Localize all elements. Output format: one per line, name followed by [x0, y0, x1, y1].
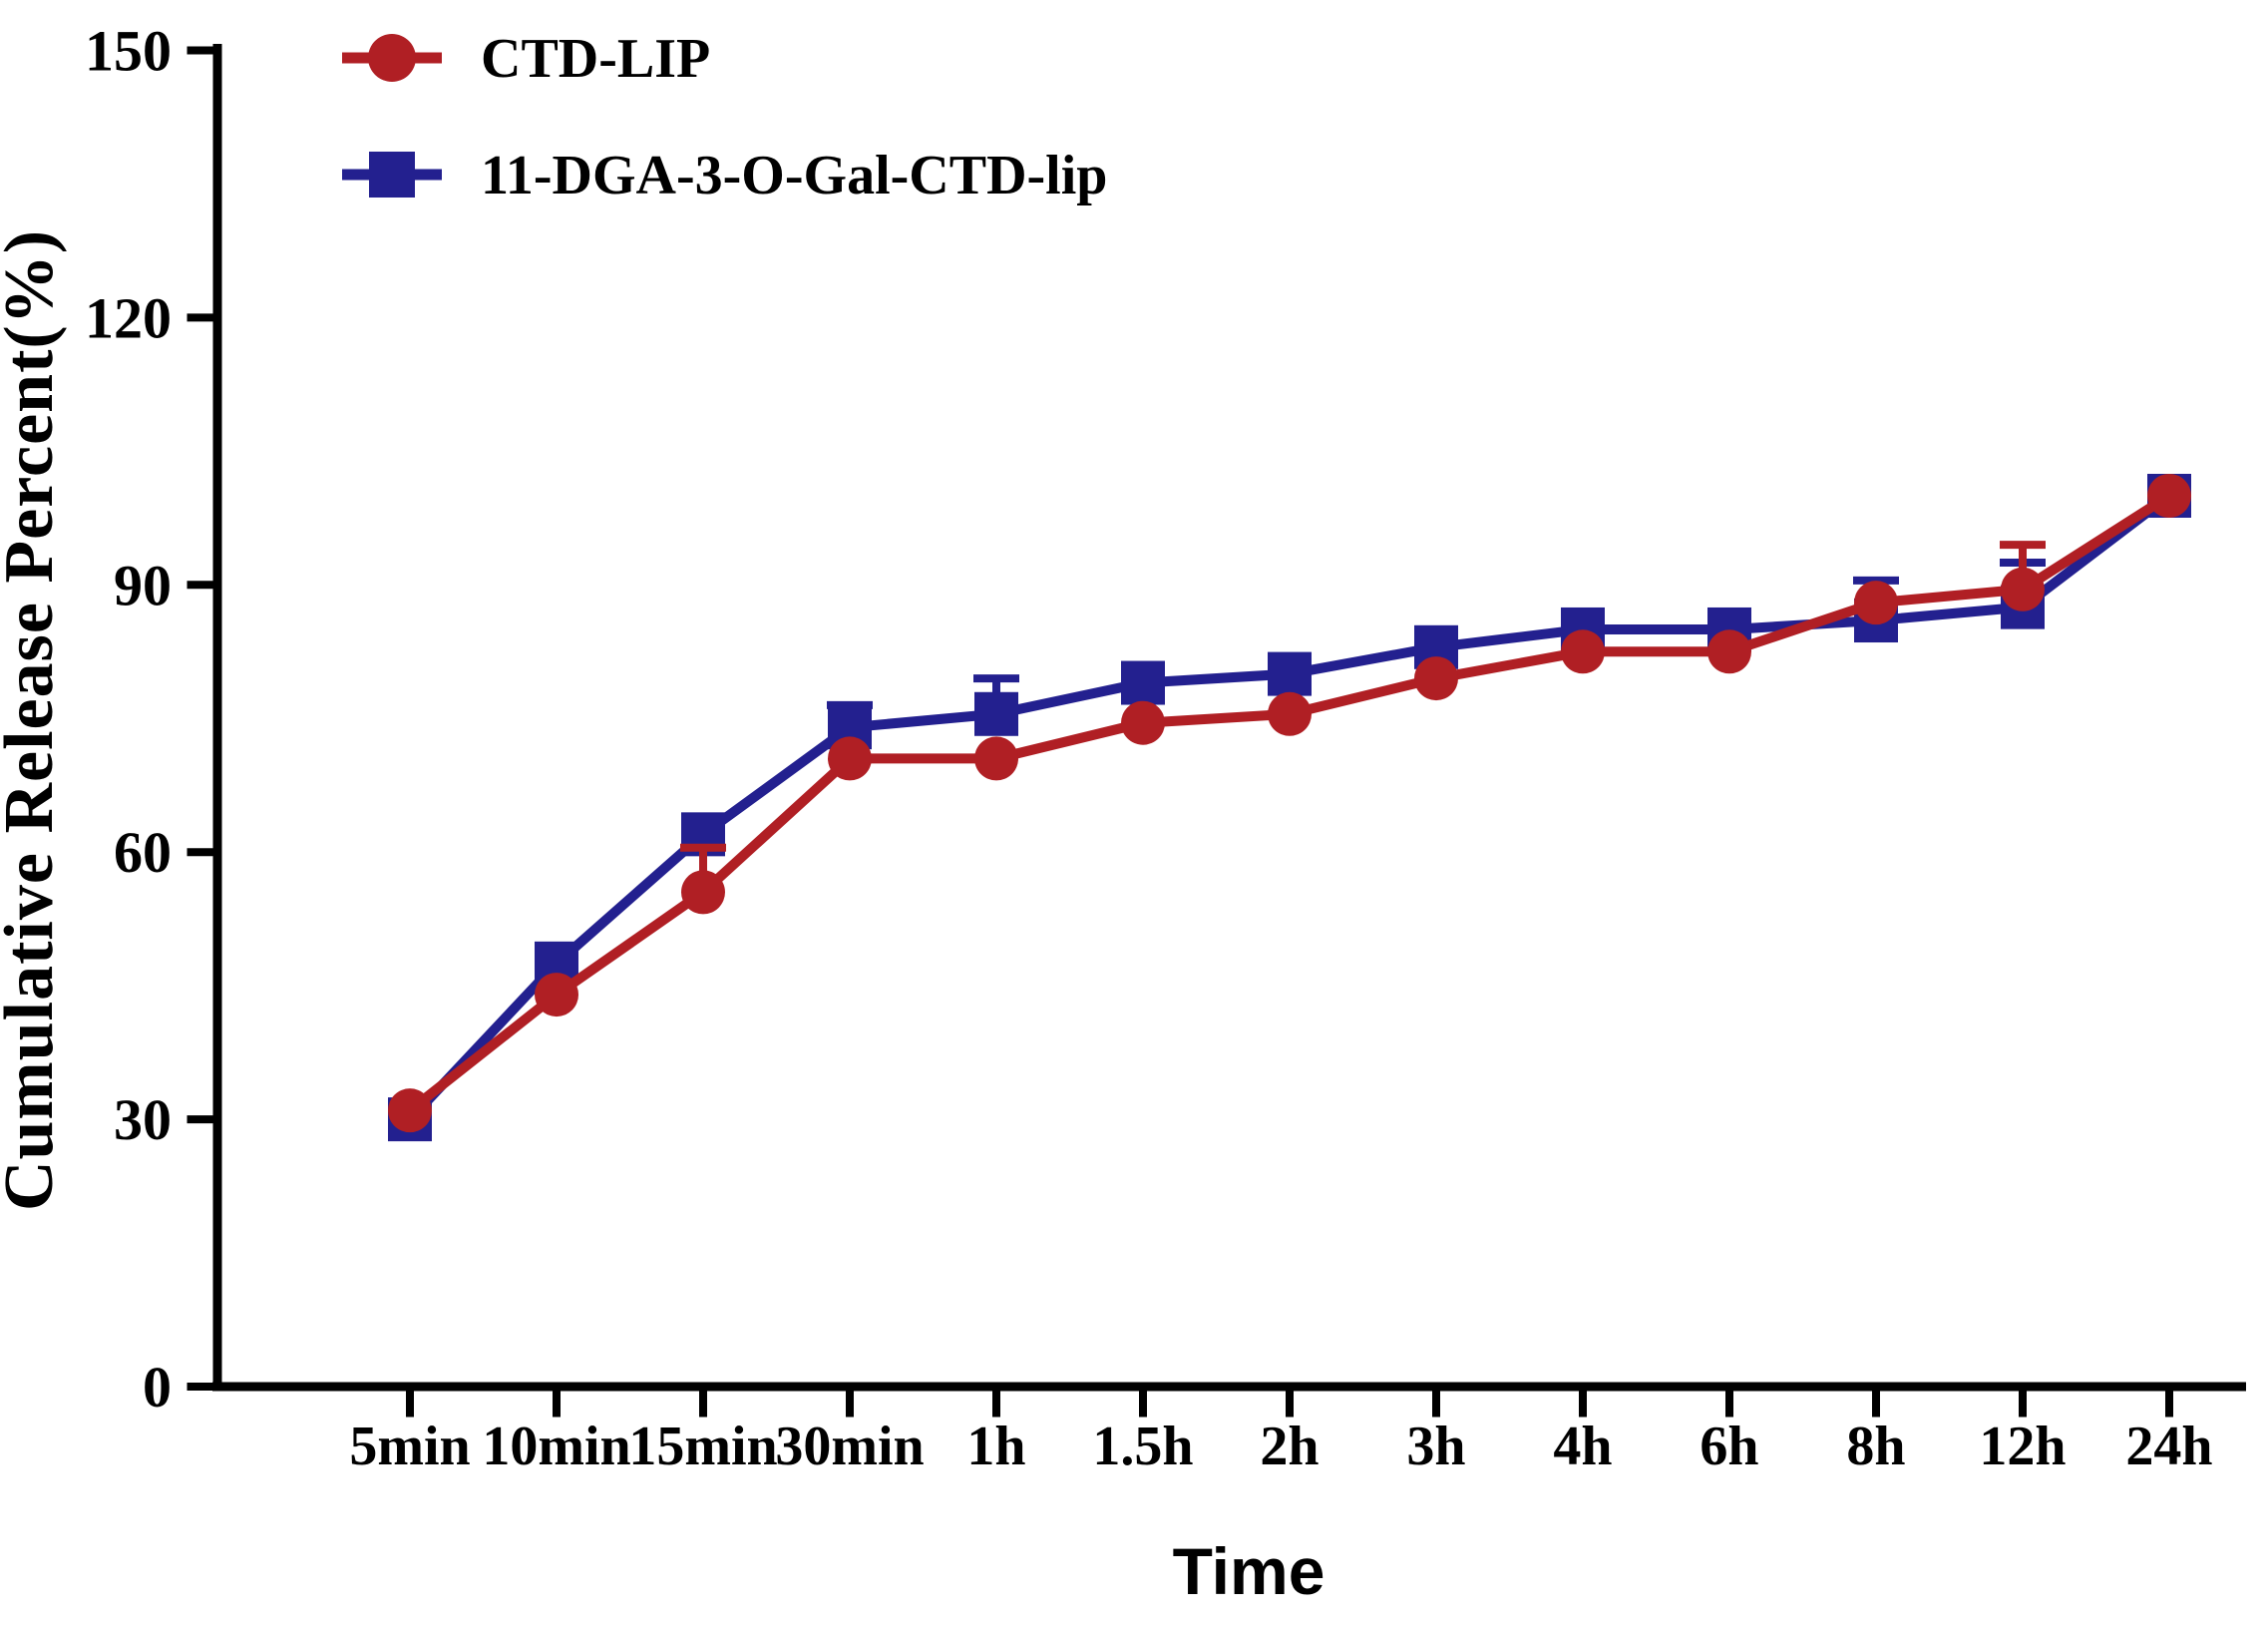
x-tick-label: 8h	[1846, 1416, 1905, 1477]
x-tick-label: 30min	[775, 1416, 924, 1477]
data-point-11-dga-3-o-gal-ctd-lip-1-5h	[1121, 660, 1165, 705]
y-tick-label: 60	[114, 820, 172, 885]
x-tick-label: 12h	[1979, 1416, 2066, 1477]
data-point-ctd-lip-12h	[2001, 567, 2045, 611]
y-tick-label: 30	[114, 1087, 172, 1152]
data-point-11-dga-3-o-gal-ctd-lip-2h	[1268, 651, 1312, 696]
legend-item-ctd-lip: CTD-LIP	[342, 28, 710, 90]
x-tick-label: 24h	[2125, 1416, 2212, 1477]
legend-label: CTD-LIP	[481, 28, 710, 90]
legend-square-marker-icon	[369, 152, 415, 198]
x-tick-label: 5min	[349, 1416, 470, 1477]
series-ctd-lip	[388, 474, 2191, 1133]
data-point-ctd-lip-4h	[1561, 629, 1605, 674]
y-axis-title: Cumulative Release Percent(%)	[0, 229, 68, 1211]
data-point-11-dga-3-o-gal-ctd-lip-1h	[974, 691, 1018, 736]
data-point-ctd-lip-8h	[1854, 581, 1898, 625]
x-tick-label: 1.5h	[1092, 1416, 1193, 1477]
y-tick-label: 0	[143, 1355, 172, 1420]
x-tick-label: 4h	[1553, 1416, 1612, 1477]
data-point-ctd-lip-1-5h	[1121, 700, 1165, 745]
x-tick-label: 2h	[1260, 1416, 1319, 1477]
data-point-ctd-lip-6h	[1707, 629, 1751, 674]
series-line-11-dga-3-o-gal-ctd-lip	[406, 492, 2173, 1123]
data-point-ctd-lip-3h	[1414, 656, 1458, 701]
data-point-ctd-lip-1h	[974, 736, 1018, 781]
y-tick-label: 120	[85, 285, 172, 350]
series-11-dga-3-o-gal-ctd-lip	[388, 474, 2191, 1142]
x-tick-label: 3h	[1406, 1416, 1465, 1477]
y-tick-label: 150	[85, 19, 172, 84]
x-tick-label: 6h	[1700, 1416, 1758, 1477]
data-point-ctd-lip-30min	[828, 736, 872, 781]
data-point-ctd-lip-15min	[681, 870, 725, 915]
legend-label: 11-DGA-3-O-Gal-CTD-lip	[481, 145, 1107, 206]
x-tick-label: 10min	[482, 1416, 630, 1477]
legend: CTD-LIP 11-DGA-3-O-Gal-CTD-lip	[342, 28, 1107, 206]
data-point-ctd-lip-10min	[535, 973, 578, 1017]
data-point-ctd-lip-2h	[1268, 691, 1312, 736]
x-tick-label: 15min	[628, 1416, 777, 1477]
data-point-ctd-lip-24h	[2147, 474, 2191, 518]
series-line-ctd-lip	[406, 491, 2172, 1115]
legend-item-11-dga-3-o-gal-ctd-lip: 11-DGA-3-O-Gal-CTD-lip	[342, 145, 1107, 206]
y-tick-label: 90	[114, 553, 172, 617]
legend-circle-marker-icon	[368, 34, 416, 82]
data-point-ctd-lip-5min	[388, 1088, 432, 1133]
x-tick-label: 1h	[966, 1416, 1025, 1477]
x-axis-title: Time	[1173, 1534, 1325, 1608]
